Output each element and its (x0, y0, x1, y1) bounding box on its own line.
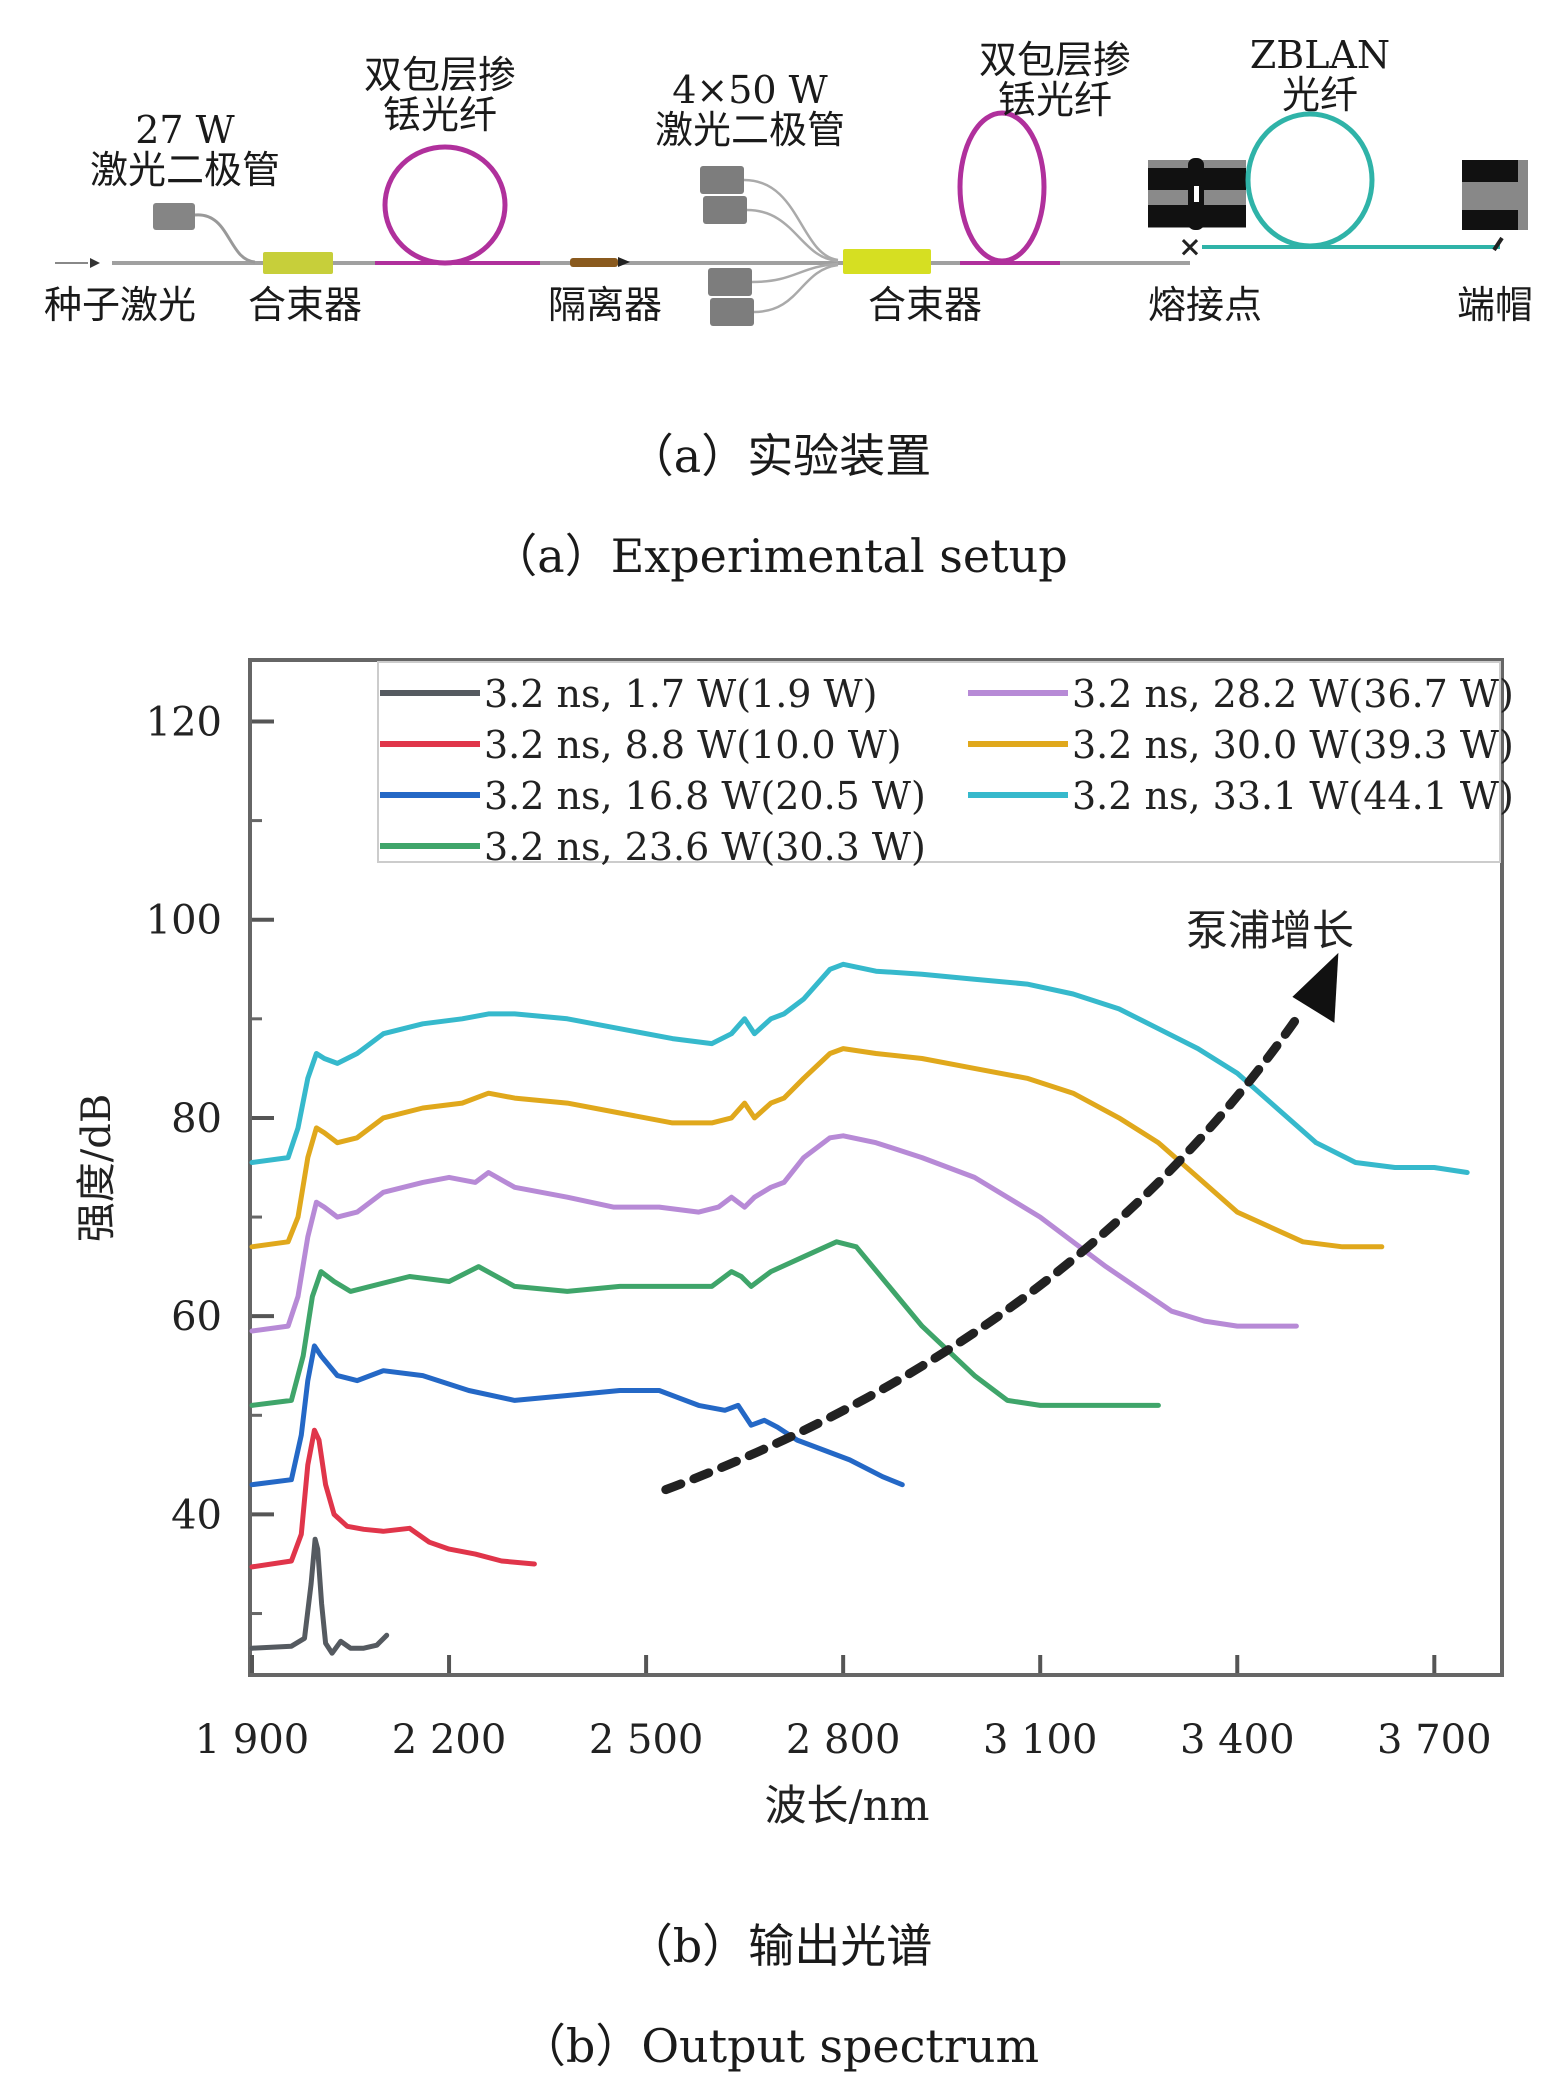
x-tick-label: 1 900 (195, 1717, 310, 1763)
zblan-fiber-coil (1245, 111, 1375, 249)
x-tick-label: 2 500 (589, 1717, 704, 1763)
x-tick-label: 3 700 (1377, 1717, 1492, 1763)
pump-diode-small-lead (194, 213, 256, 264)
annotation-layer: 泵浦增长 (661, 906, 1354, 1495)
x-tick-label: 3 400 (1180, 1717, 1295, 1763)
legend-label-5: 3.2 ns, 28.2 W(36.7 W) (1072, 672, 1514, 716)
legend-label-6: 3.2 ns, 30.0 W(39.3 W) (1072, 723, 1514, 767)
pump-array-lead-4 (753, 263, 839, 314)
pump-array-lead-3 (751, 262, 839, 284)
splice-inset-icon (1148, 158, 1246, 230)
pump-diode-small-power: 27 W (135, 108, 235, 152)
pump-diode-small (153, 203, 195, 230)
zblan-label-line1: ZBLAN (1249, 33, 1391, 77)
pump-diode-array-4 (710, 298, 754, 326)
combiner-2-label: 合束器 (867, 283, 982, 327)
gain-fiber-2-label-line2: 铥光纤 (997, 78, 1112, 122)
x-axis: 1 900 2 200 2 500 2 800 3 100 3 400 3 700 (195, 1655, 1492, 1763)
legend-label-3: 3.2 ns, 16.8 W(20.5 W) (484, 774, 926, 818)
series-line-2 (249, 1427, 537, 1570)
x-tick-label: 2 200 (392, 1717, 507, 1763)
setup-drawing: × (55, 110, 1528, 326)
combiner-2 (843, 249, 931, 274)
x-tick-label: 3 100 (983, 1717, 1098, 1763)
splice-marker-icon: × (1178, 230, 1201, 263)
x-axis-label: 波长/nm (764, 1781, 929, 1830)
legend-label-4: 3.2 ns, 23.6 W(30.3 W) (484, 825, 926, 869)
endcap-inset-icon (1462, 160, 1528, 230)
y-tick-label: 80 (171, 1096, 222, 1142)
isolator-label: 隔离器 (547, 283, 662, 327)
isolator-arrow-icon (618, 257, 630, 267)
series-layer (249, 961, 1470, 1656)
series-line-7 (249, 961, 1470, 1175)
y-tick-label: 40 (171, 1492, 222, 1538)
legend: 3.2 ns, 1.7 W(1.9 W) 3.2 ns, 8.8 W(10.0 W… (377, 661, 1514, 869)
plot-frame (248, 658, 1504, 1677)
pump-diode-array-power: 4×50 W (672, 68, 828, 112)
zblan-label-line2: 光纤 (1281, 73, 1358, 117)
pump-array-lead-1 (743, 178, 839, 262)
y-tick-label: 120 (146, 699, 222, 745)
combiner-1 (263, 252, 333, 274)
tm-fiber-1-coil (382, 144, 508, 266)
tm-fiber-2-coil (957, 110, 1047, 264)
y-axis-label: 强度/dB (74, 1094, 120, 1242)
series-line-1 (249, 1536, 390, 1656)
pump-diode-array-name: 激光二极管 (654, 108, 845, 152)
chart-caption-cn: （b）输出光谱 (626, 1919, 933, 1973)
gain-fiber-1-label-line2: 铥光纤 (382, 93, 497, 137)
pump-diode-small-name: 激光二极管 (89, 148, 280, 192)
chart-caption-en: （b）Output spectrum (519, 2019, 1040, 2073)
spectrum-chart: 40 60 80 100 120 1 900 2 200 2 500 2 800 3 100 3 … (74, 658, 1514, 1830)
setup-diagram: × 27 W 激光二极管 双包层掺 铥光纤 4×50 W 激光二极管 双包层掺 … (0, 0, 1559, 360)
legend-label-2: 3.2 ns, 8.8 W(10.0 W) (484, 723, 902, 767)
series-line-4 (249, 1239, 1161, 1408)
endcap-marker (1492, 236, 1504, 252)
y-tick-label: 100 (146, 898, 222, 944)
x-tick-label: 2 800 (786, 1717, 901, 1763)
splice-label: 熔接点 (1147, 283, 1262, 327)
isolator (570, 258, 618, 267)
y-axis: 40 60 80 100 120 (146, 699, 274, 1616)
setup-caption-en: （a）Experimental setup (491, 529, 1068, 583)
legend-label-7: 3.2 ns, 33.1 W(44.1 W) (1072, 774, 1514, 818)
pump-increase-arrowhead-icon (1292, 952, 1339, 1023)
series-line-3 (249, 1343, 905, 1488)
legend-label-1: 3.2 ns, 1.7 W(1.9 W) (484, 672, 877, 716)
seed-label: 种子激光 (43, 283, 196, 327)
pump-diode-array-1 (700, 166, 744, 194)
legend-box (377, 661, 1501, 863)
pump-increase-arrow-line (661, 1014, 1301, 1495)
series-line-5 (249, 1133, 1299, 1334)
series-line-6 (249, 1046, 1385, 1250)
pump-diode-array-2 (703, 196, 747, 224)
setup-caption-cn: （a）实验装置 (627, 429, 932, 483)
pump-array-lead-2 (746, 208, 839, 263)
combiner-1-label: 合束器 (247, 283, 362, 327)
pump-diode-array-3 (708, 268, 752, 296)
seed-arrow-icon (90, 258, 100, 268)
endcap-label: 端帽 (1456, 283, 1533, 327)
gain-fiber-2-label-line1: 双包层掺 (978, 38, 1131, 82)
y-tick-label: 60 (171, 1294, 222, 1340)
gain-fiber-1-label-line1: 双包层掺 (363, 53, 516, 97)
pump-increase-label: 泵浦增长 (1186, 906, 1354, 955)
